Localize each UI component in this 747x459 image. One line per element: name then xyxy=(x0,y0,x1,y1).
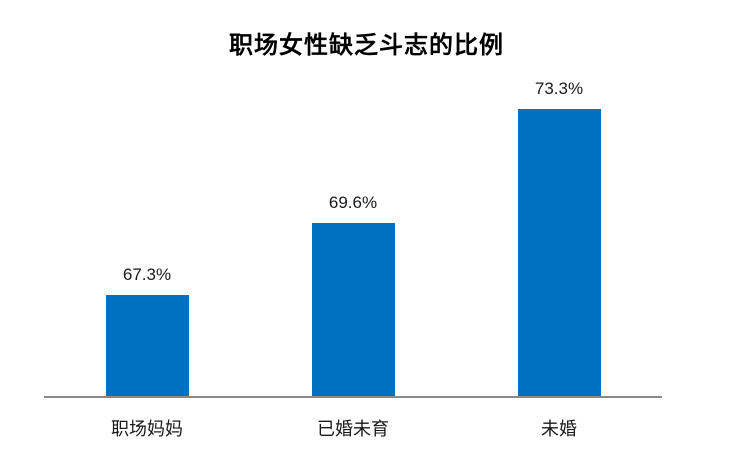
chart-title: 职场女性缺乏斗志的比例 xyxy=(229,32,504,59)
x-axis-line xyxy=(44,396,662,398)
category-label: 职场妈妈 xyxy=(111,419,183,439)
data-label: 67.3% xyxy=(122,264,172,284)
bar xyxy=(311,223,395,397)
category-label: 已婚未育 xyxy=(317,419,389,439)
bar xyxy=(105,294,189,397)
bar xyxy=(517,108,601,397)
category-label: 未婚 xyxy=(541,419,577,439)
data-label: 69.6% xyxy=(328,193,378,213)
data-label: 73.3% xyxy=(534,78,584,98)
